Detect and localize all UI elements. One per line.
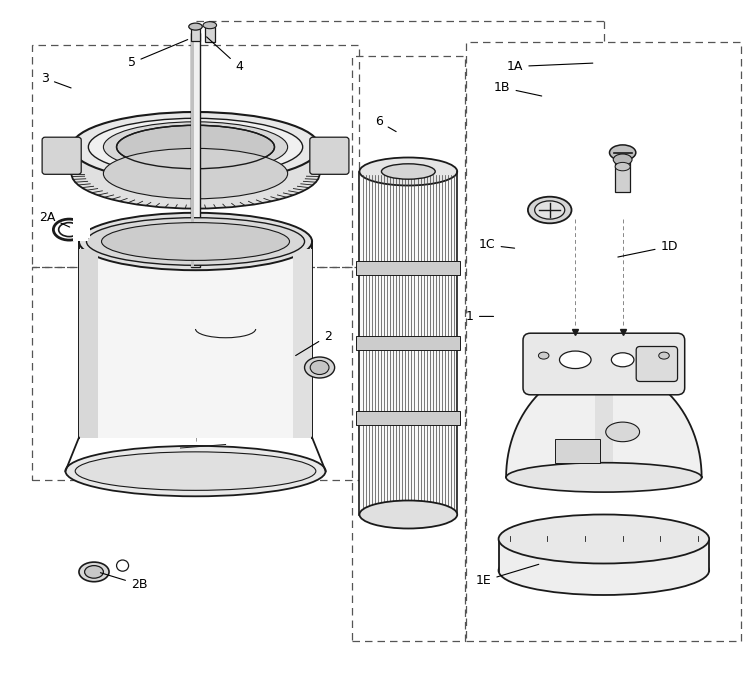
Ellipse shape [535, 201, 565, 219]
Ellipse shape [499, 514, 709, 564]
Ellipse shape [143, 132, 278, 170]
Bar [293, 248, 312, 438]
FancyBboxPatch shape [42, 137, 81, 174]
Bar [499, 539, 709, 570]
Bar [352, 56, 465, 640]
Ellipse shape [104, 148, 287, 199]
Ellipse shape [610, 145, 636, 160]
Ellipse shape [311, 360, 329, 374]
Ellipse shape [615, 162, 630, 171]
Bar [595, 377, 613, 477]
Ellipse shape [506, 463, 702, 492]
Text: 5: 5 [128, 40, 188, 69]
Bar [79, 248, 312, 438]
Text: 1A: 1A [507, 60, 593, 73]
Ellipse shape [614, 154, 632, 165]
Bar [555, 439, 600, 463]
Text: 6: 6 [375, 116, 396, 132]
Ellipse shape [84, 566, 104, 578]
Ellipse shape [203, 22, 217, 29]
Bar [191, 33, 200, 267]
Bar [191, 28, 200, 41]
Text: 1C: 1C [479, 239, 514, 251]
Bar [73, 218, 88, 241]
Bar [466, 42, 741, 640]
Text: 2A: 2A [39, 211, 70, 227]
Text: 1D: 1D [618, 240, 678, 257]
Ellipse shape [89, 118, 302, 176]
Ellipse shape [538, 352, 549, 359]
Ellipse shape [75, 452, 316, 490]
Ellipse shape [606, 422, 639, 442]
FancyBboxPatch shape [523, 333, 684, 395]
Bar [356, 260, 460, 274]
Ellipse shape [79, 562, 109, 582]
FancyBboxPatch shape [310, 137, 349, 174]
Ellipse shape [381, 164, 435, 179]
Bar [356, 336, 460, 350]
Text: 1E: 1E [476, 564, 538, 587]
Bar [359, 172, 457, 514]
Ellipse shape [86, 218, 305, 265]
Ellipse shape [305, 357, 335, 378]
Bar [83, 221, 90, 238]
Bar [79, 248, 98, 438]
Text: 1: 1 [466, 310, 493, 323]
Bar [615, 156, 630, 192]
Ellipse shape [659, 352, 669, 359]
Text: 2B: 2B [101, 573, 147, 591]
FancyBboxPatch shape [636, 346, 678, 382]
Ellipse shape [359, 158, 457, 186]
Bar [205, 27, 215, 42]
Bar [32, 267, 359, 480]
Bar [356, 412, 460, 426]
Ellipse shape [102, 223, 290, 260]
Text: 4: 4 [207, 37, 243, 73]
Ellipse shape [528, 197, 572, 223]
Ellipse shape [79, 213, 312, 270]
Text: 1B: 1B [494, 81, 541, 96]
Text: 3: 3 [41, 72, 71, 88]
Ellipse shape [117, 125, 274, 169]
Ellipse shape [611, 353, 634, 367]
Bar [32, 46, 359, 267]
Ellipse shape [559, 351, 591, 368]
Bar [191, 33, 194, 267]
Ellipse shape [71, 139, 320, 209]
Ellipse shape [71, 112, 320, 182]
Ellipse shape [499, 546, 709, 595]
Ellipse shape [65, 446, 326, 496]
Ellipse shape [189, 23, 202, 30]
Ellipse shape [104, 122, 287, 172]
Ellipse shape [359, 500, 457, 528]
Text: 2: 2 [296, 330, 332, 356]
